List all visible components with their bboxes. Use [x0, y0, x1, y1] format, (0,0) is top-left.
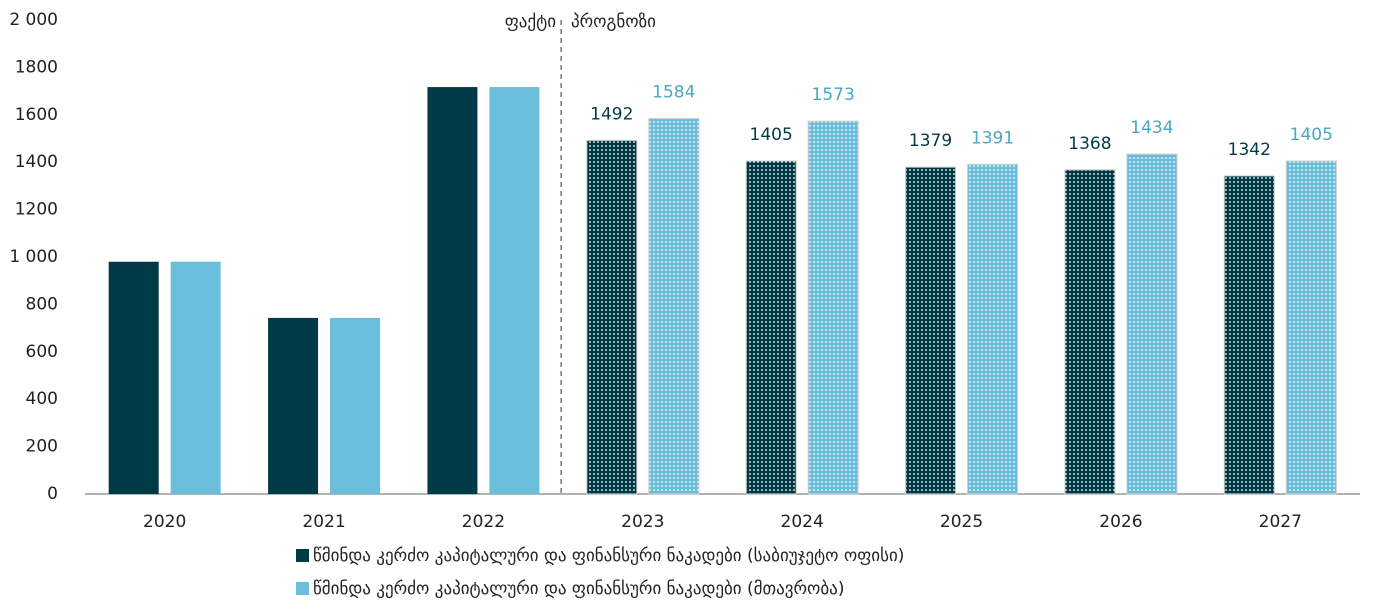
bar: [170, 261, 221, 494]
bar: [1285, 160, 1337, 495]
x-tick-label: 2020: [143, 512, 186, 532]
value-label: 1342: [1228, 140, 1271, 160]
x-tick-label: 2027: [1259, 512, 1302, 532]
y-tick-label: 1 000: [9, 247, 58, 267]
x-tick-label: 2025: [940, 512, 983, 532]
value-label: 1405: [750, 125, 793, 145]
y-tick-label: 200: [26, 437, 58, 457]
value-label: 1492: [590, 104, 633, 124]
value-label: 1434: [1130, 118, 1173, 138]
x-tick-label: 2023: [621, 512, 664, 532]
value-label: 1584: [652, 83, 695, 103]
bar: [330, 317, 381, 494]
actual-label: ფაქტი: [505, 12, 556, 32]
forecast-label: პროგნოზი: [571, 12, 656, 32]
bar: [967, 163, 1019, 495]
y-tick-label: 400: [26, 389, 58, 409]
y-tick-label: 0: [47, 484, 58, 504]
bar: [1223, 175, 1275, 495]
bar: [745, 160, 797, 495]
value-label: 1368: [1068, 134, 1111, 154]
y-tick-label: 2 000: [9, 10, 58, 30]
bar: [586, 139, 638, 495]
y-tick-label: 1400: [15, 152, 58, 172]
y-tick-label: 1800: [15, 57, 58, 77]
value-label: 1391: [971, 128, 1014, 148]
bar: [108, 261, 159, 494]
legend-swatch: [296, 549, 309, 562]
value-label: 1379: [909, 131, 952, 151]
value-label: 1573: [812, 85, 855, 105]
bar: [905, 166, 957, 495]
y-tick-label: 1200: [15, 200, 58, 220]
x-tick-label: 2021: [302, 512, 345, 532]
y-tick-label: 1600: [15, 105, 58, 125]
bar: [1064, 169, 1116, 495]
x-tick-label: 2024: [781, 512, 824, 532]
bar: [1126, 153, 1178, 495]
x-tick-label: 2022: [462, 512, 505, 532]
bar: [489, 87, 540, 495]
legend-swatch: [296, 582, 309, 595]
legend-label: წმინდა კერძო კაპიტალური და ფინანსური ნაკ…: [313, 579, 844, 598]
bar: [807, 120, 859, 495]
x-tick-label: 2026: [1099, 512, 1142, 532]
legend-label: წმინდა კერძო კაპიტალური და ფინანსური ნაკ…: [313, 546, 904, 566]
value-label: 1405: [1290, 125, 1333, 145]
bar: [427, 87, 478, 495]
y-tick-label: 800: [26, 294, 58, 314]
bar: [268, 317, 319, 494]
bar: [648, 118, 700, 495]
y-tick-label: 600: [26, 342, 58, 362]
